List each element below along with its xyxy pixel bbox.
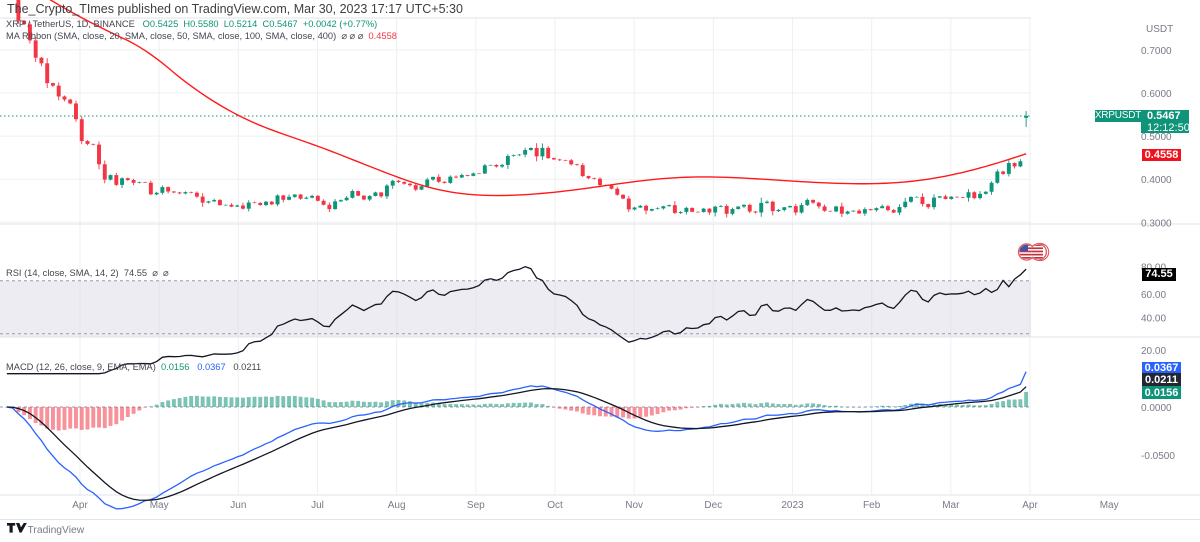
svg-text:Nov: Nov — [625, 500, 643, 511]
svg-text:Sep: Sep — [467, 500, 485, 511]
svg-text:Jun: Jun — [230, 500, 246, 511]
svg-text:USDT: USDT — [1146, 24, 1173, 35]
svg-text:Feb: Feb — [863, 500, 881, 511]
svg-text:0.6000: 0.6000 — [1141, 89, 1172, 100]
svg-text:20.00: 20.00 — [1141, 346, 1166, 357]
svg-text:May: May — [1100, 500, 1119, 511]
svg-text:TradingView: TradingView — [28, 525, 85, 536]
svg-text:40.00: 40.00 — [1141, 314, 1166, 325]
svg-text:0.7000: 0.7000 — [1141, 46, 1172, 57]
svg-text:60.00: 60.00 — [1141, 290, 1166, 301]
svg-text:Mar: Mar — [942, 500, 960, 511]
svg-text:0.0000: 0.0000 — [1141, 403, 1172, 414]
svg-text:2023: 2023 — [781, 500, 804, 511]
svg-text:-0.0500: -0.0500 — [1141, 451, 1175, 462]
svg-text:Jul: Jul — [311, 500, 324, 511]
svg-text:Oct: Oct — [547, 500, 563, 511]
svg-text:Apr: Apr — [72, 500, 88, 511]
svg-text:0.4000: 0.4000 — [1141, 175, 1172, 186]
svg-text:0.3000: 0.3000 — [1141, 218, 1172, 229]
svg-text:Dec: Dec — [704, 500, 722, 511]
svg-text:Apr: Apr — [1022, 500, 1038, 511]
svg-text:Aug: Aug — [388, 500, 406, 511]
svg-text:May: May — [150, 500, 169, 511]
